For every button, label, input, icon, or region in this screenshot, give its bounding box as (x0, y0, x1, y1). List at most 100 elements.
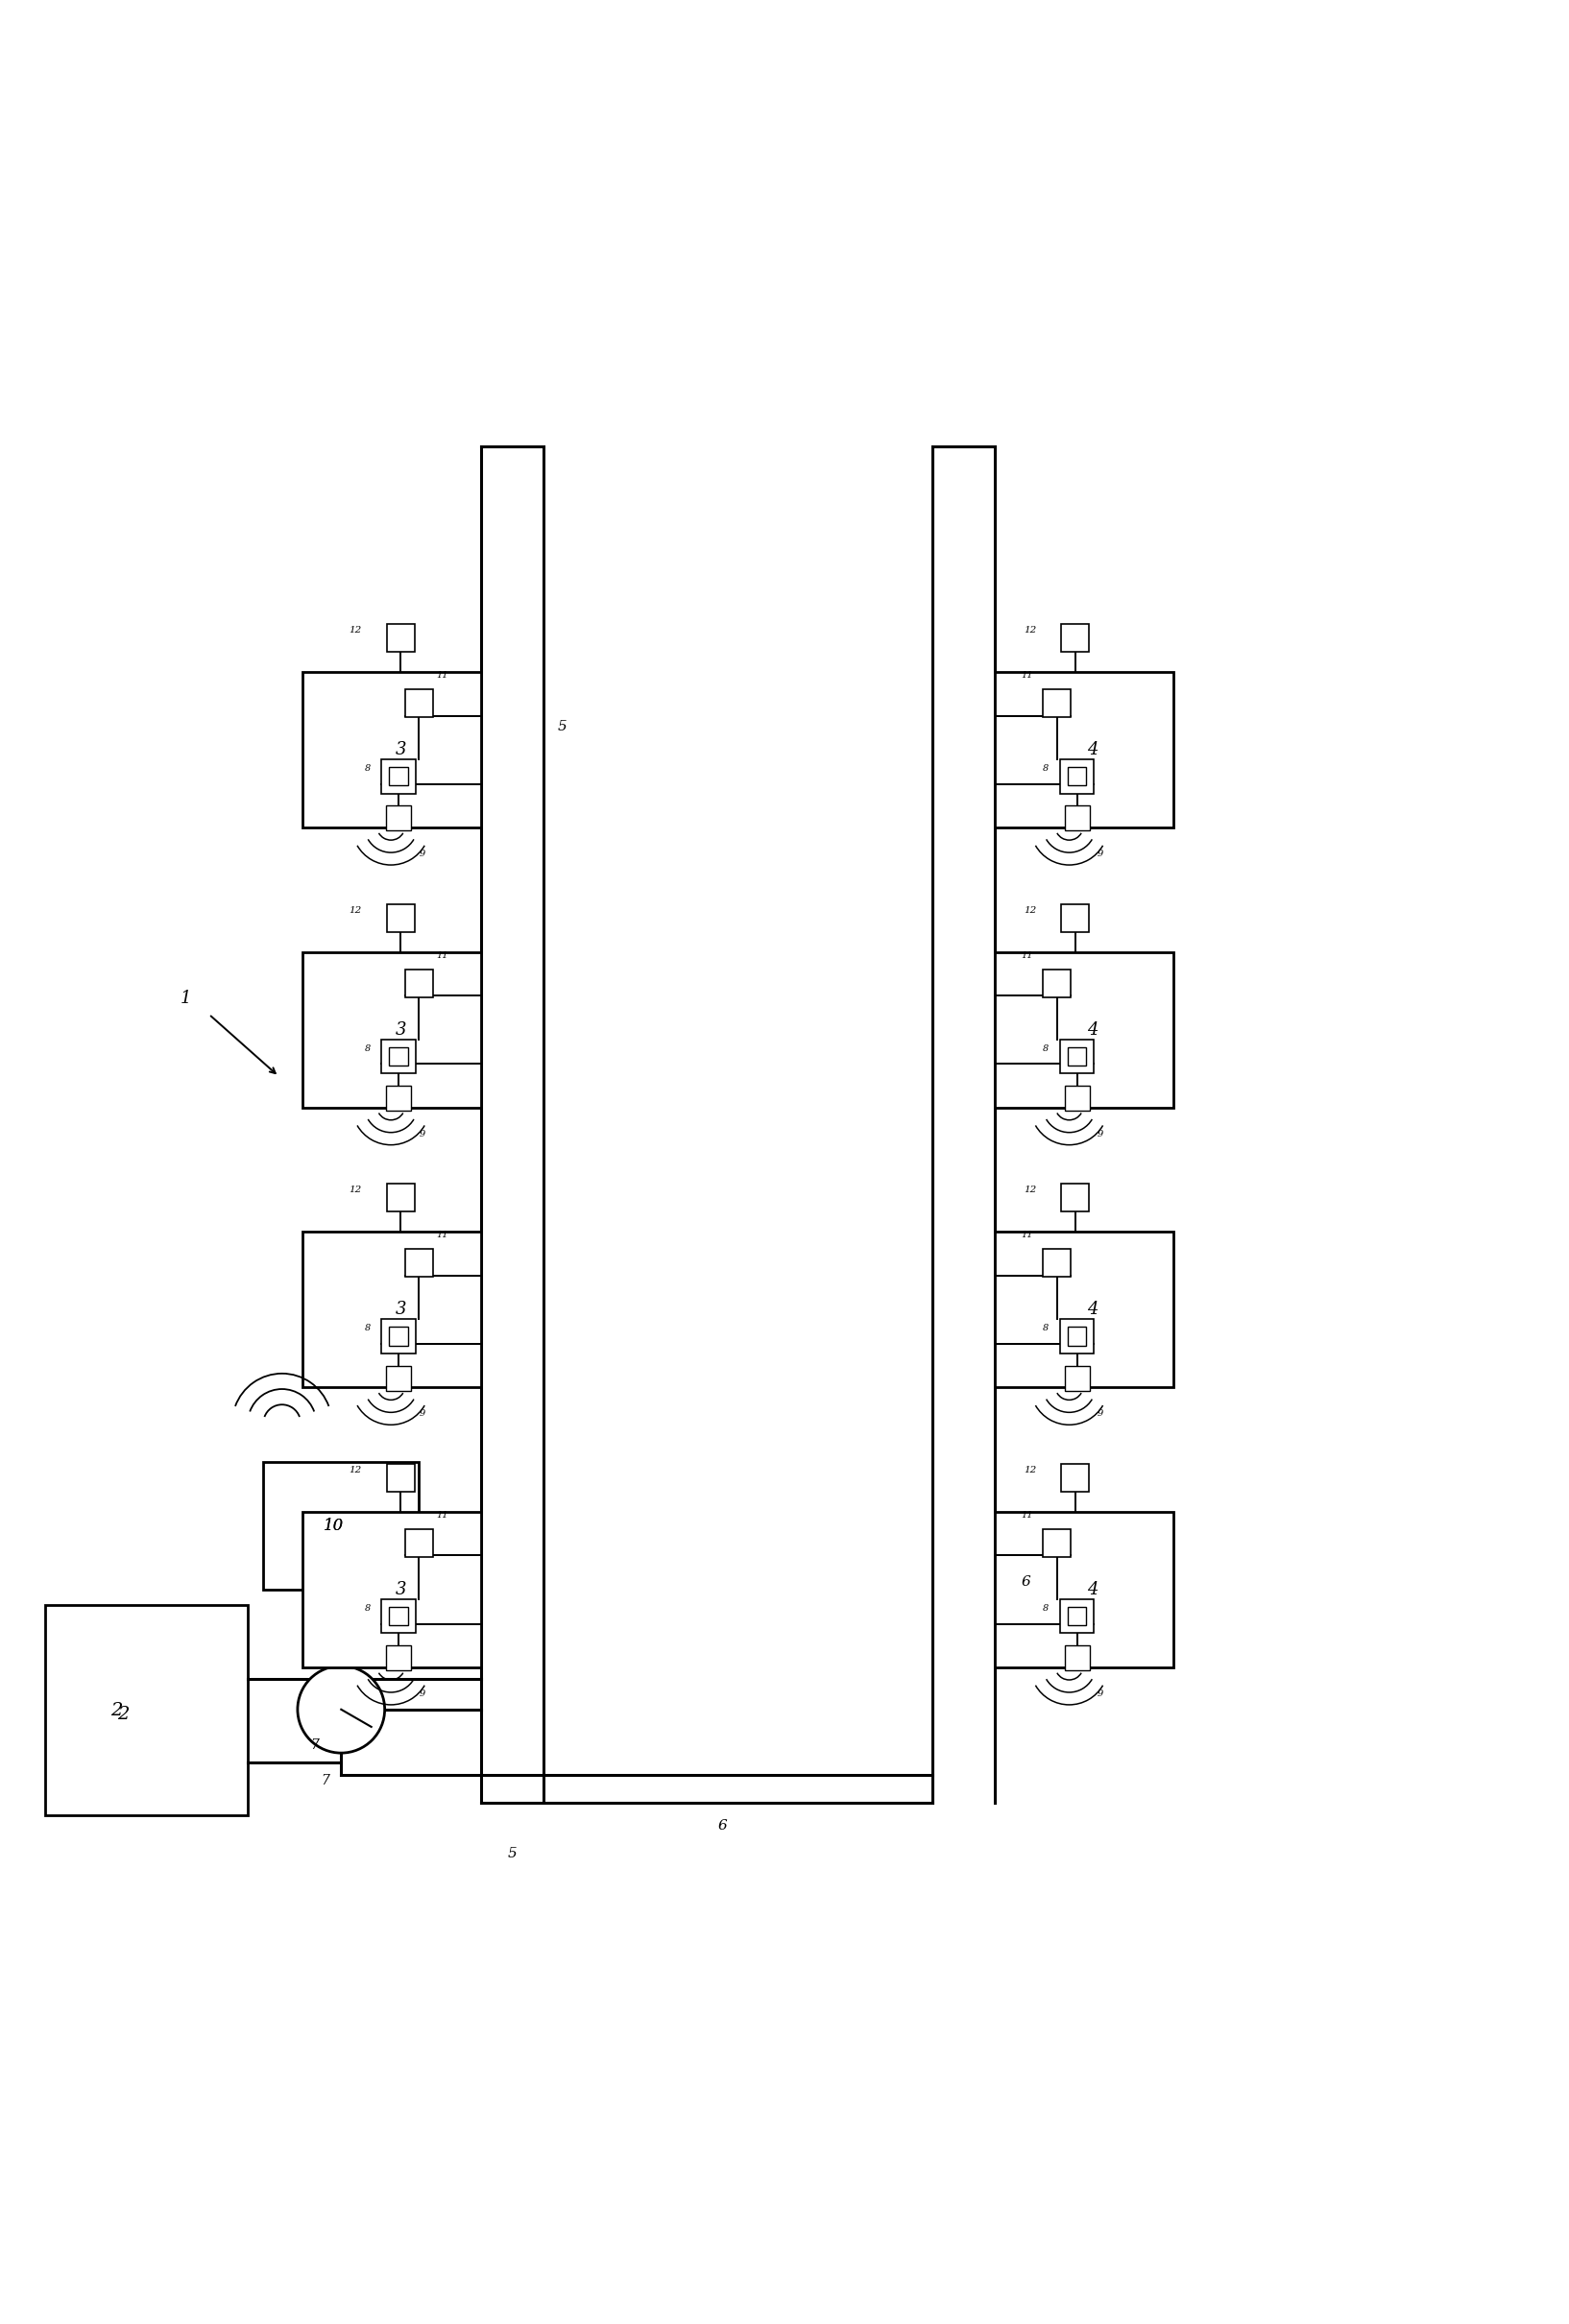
Bar (381, 1320, 416, 1353)
Text: 12: 12 (1023, 625, 1036, 634)
Text: 8: 8 (1043, 1325, 1050, 1332)
Bar (386, 806, 411, 830)
Bar (303, 672, 482, 827)
Text: 3: 3 (395, 1301, 406, 1318)
Text: 12: 12 (348, 1185, 362, 1195)
Bar (1043, 1248, 1070, 1278)
Text: 7: 7 (311, 1738, 319, 1752)
Bar (405, 1248, 433, 1278)
Bar (1067, 1327, 1086, 1346)
Bar (1043, 969, 1070, 997)
Text: 9: 9 (419, 1411, 425, 1418)
Text: 10: 10 (323, 1518, 344, 1534)
Text: 8: 8 (1043, 1604, 1050, 1613)
Bar (1064, 1645, 1089, 1671)
Text: 2: 2 (110, 1701, 122, 1720)
Text: 11: 11 (1021, 672, 1034, 679)
Text: 9: 9 (419, 1690, 425, 1699)
Bar (386, 1464, 414, 1492)
Bar (389, 1327, 408, 1346)
Text: 9: 9 (1097, 851, 1103, 858)
Bar (995, 1232, 1174, 1387)
Bar (46, 1606, 248, 1815)
Bar (386, 1367, 411, 1390)
Text: 6: 6 (717, 1820, 726, 1834)
Text: 9: 9 (419, 851, 425, 858)
Bar (1043, 1529, 1070, 1557)
Bar (995, 953, 1174, 1109)
Text: 3: 3 (395, 741, 406, 758)
Bar (1061, 904, 1089, 932)
Text: 1: 1 (180, 990, 191, 1006)
Bar (386, 904, 414, 932)
Text: 8: 8 (364, 1604, 370, 1613)
Bar (1061, 623, 1089, 653)
Text: 6: 6 (1021, 1576, 1031, 1590)
Text: 11: 11 (436, 1232, 449, 1239)
Bar (386, 623, 414, 653)
Bar (995, 672, 1174, 827)
Bar (389, 1046, 408, 1067)
Text: 8: 8 (364, 765, 370, 774)
Bar (303, 1513, 482, 1666)
Bar (386, 1085, 411, 1111)
Bar (1064, 806, 1089, 830)
Text: 7: 7 (322, 1773, 329, 1787)
Circle shape (298, 1666, 384, 1752)
Bar (1067, 1606, 1086, 1624)
Bar (1064, 1085, 1089, 1111)
Text: 11: 11 (1021, 951, 1034, 960)
Bar (1059, 1320, 1094, 1353)
Text: 12: 12 (1023, 906, 1036, 913)
Text: 5: 5 (557, 720, 566, 734)
Text: 9: 9 (419, 1129, 425, 1139)
Text: 5: 5 (508, 1848, 516, 1862)
Text: 3: 3 (395, 1580, 406, 1599)
Bar (381, 1599, 416, 1634)
Bar (381, 1039, 416, 1074)
Bar (1061, 1464, 1089, 1492)
Bar (264, 1462, 419, 1590)
Bar (1059, 760, 1094, 792)
Text: 8: 8 (1043, 1043, 1050, 1053)
Bar (389, 767, 408, 786)
Bar (1043, 690, 1070, 718)
Bar (389, 1606, 408, 1624)
Text: 9: 9 (1097, 1411, 1103, 1418)
Text: 9: 9 (1097, 1129, 1103, 1139)
Text: 11: 11 (436, 951, 449, 960)
Text: 4: 4 (1087, 1020, 1098, 1039)
Text: 11: 11 (436, 672, 449, 679)
Text: 12: 12 (348, 625, 362, 634)
Bar (386, 1183, 414, 1211)
Text: 11: 11 (436, 1511, 449, 1520)
Text: 4: 4 (1087, 741, 1098, 758)
Text: 8: 8 (364, 1325, 370, 1332)
Bar (381, 760, 416, 792)
Bar (1067, 1046, 1086, 1067)
Text: 11: 11 (1021, 1511, 1034, 1520)
Text: 4: 4 (1087, 1301, 1098, 1318)
Bar (1059, 1039, 1094, 1074)
Text: 12: 12 (1023, 1466, 1036, 1473)
Text: 8: 8 (1043, 765, 1050, 774)
Text: 12: 12 (1023, 1185, 1036, 1195)
Bar (995, 1513, 1174, 1666)
Bar (386, 1645, 411, 1671)
Text: 12: 12 (348, 906, 362, 913)
Bar (1067, 767, 1086, 786)
Bar (405, 1529, 433, 1557)
Bar (1064, 1367, 1089, 1390)
Bar (1061, 1183, 1089, 1211)
Text: 9: 9 (1097, 1690, 1103, 1699)
Bar (1059, 1599, 1094, 1634)
Text: 11: 11 (1021, 1232, 1034, 1239)
Text: 12: 12 (348, 1466, 362, 1473)
Text: 4: 4 (1087, 1580, 1098, 1599)
Text: 3: 3 (395, 1020, 406, 1039)
Bar (303, 953, 482, 1109)
Bar (405, 969, 433, 997)
Text: 2: 2 (118, 1706, 129, 1722)
Bar (405, 690, 433, 718)
Text: 8: 8 (364, 1043, 370, 1053)
